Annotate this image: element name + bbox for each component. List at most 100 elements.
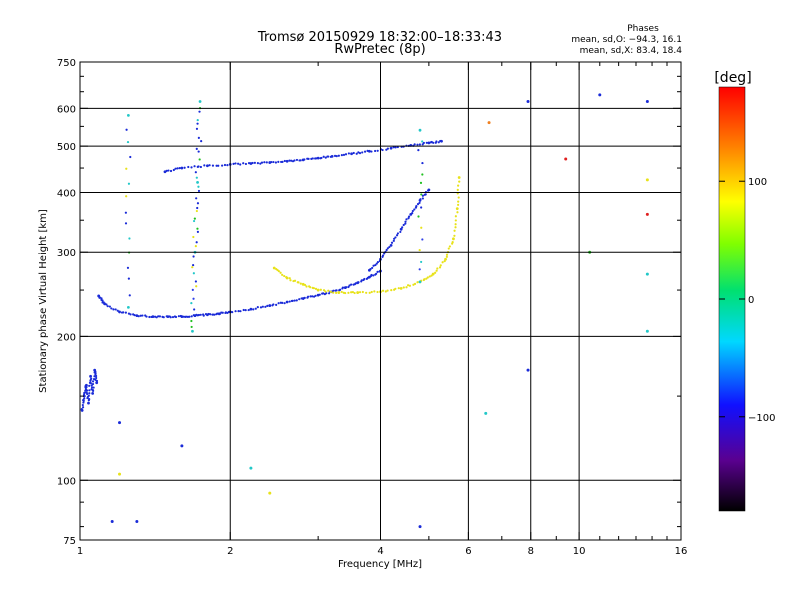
- low-F-trace-point: [209, 313, 212, 316]
- y-tick-label: 200: [57, 332, 76, 343]
- x-tick-label: 1: [77, 546, 83, 557]
- X-trace-point: [351, 290, 355, 294]
- chart-title: Tromsø 20150929 18:32:00–18:33:43: [257, 30, 502, 45]
- F2-O-rise-point: [385, 248, 388, 252]
- low-F-trace-point: [237, 309, 240, 313]
- isolated-point: [526, 368, 530, 372]
- upper-O-trace-point: [234, 162, 237, 165]
- low-F-trace-point: [314, 294, 317, 297]
- low-echo-cluster-point: [95, 374, 98, 378]
- X-trace-point: [386, 289, 389, 292]
- X-trace-point: [457, 176, 461, 179]
- upper-O-trace-point: [226, 164, 229, 167]
- upper-O-trace-point: [259, 162, 262, 165]
- low-F-trace-point: [133, 314, 136, 317]
- X-trace-point: [406, 284, 410, 287]
- low-echo-cluster-point: [87, 401, 90, 405]
- F2-O-rise-point: [421, 194, 425, 197]
- upper-O-trace-point: [295, 158, 299, 162]
- low-F-trace-point: [151, 315, 155, 319]
- low-echo-cluster-point: [90, 386, 94, 389]
- spread-1.7MHz-point: [191, 329, 194, 333]
- low-F-trace-point: [197, 313, 201, 317]
- upper-O-trace-point: [422, 141, 425, 145]
- isolated-point: [118, 472, 122, 476]
- F2-O-rise-point: [371, 266, 374, 270]
- upper-O-trace-point: [293, 159, 296, 162]
- spread-1.7MHz-point: [190, 325, 193, 329]
- low-F-trace-point: [261, 305, 264, 308]
- spread-4.8MHz-point: [420, 193, 423, 196]
- X-trace-point: [285, 276, 289, 280]
- F2-O-rise-point: [394, 236, 397, 239]
- X-trace-point: [316, 288, 320, 292]
- isolated-point: [135, 519, 139, 523]
- low-F-trace-point: [137, 315, 140, 318]
- X-trace-point: [444, 257, 447, 261]
- low-echo-cluster-point: [91, 391, 95, 395]
- phases-o-stats: mean, sd,O: −94.3, 16.1: [571, 35, 682, 45]
- low-F-trace-point: [350, 283, 353, 286]
- low-echo-cluster-point: [92, 386, 95, 389]
- X-trace-point: [457, 203, 460, 206]
- low-F-trace-point: [127, 312, 131, 315]
- spread-1.7MHz-point: [192, 235, 195, 239]
- F2-O-rise-point: [407, 215, 411, 218]
- low-F-trace-point: [327, 292, 331, 295]
- upper-O-trace-point: [355, 152, 358, 155]
- low-F-trace-point: [166, 315, 170, 319]
- X-trace-point: [457, 196, 460, 199]
- upper-O-trace-point: [180, 166, 184, 170]
- spread-1.7MHz-point: [190, 302, 193, 305]
- spread-1.7MHz-point: [196, 180, 199, 184]
- X-trace-point: [408, 284, 412, 287]
- low-F-trace-point: [254, 307, 257, 310]
- X-trace-point: [384, 290, 387, 293]
- F2-O-rise-point: [421, 197, 424, 200]
- low-echo-cluster-point: [91, 382, 95, 386]
- spread-1.25MHz-point: [129, 155, 132, 159]
- spread-1.7MHz-point: [193, 217, 196, 220]
- upper-O-trace-point: [169, 169, 173, 173]
- spread-4.8MHz-point: [421, 173, 424, 176]
- low-F-trace-point: [105, 303, 108, 306]
- low-F-trace-point: [213, 313, 216, 316]
- upper-O-trace-point: [183, 166, 186, 169]
- spread-4.8MHz-point: [417, 215, 420, 218]
- spread-1.25MHz-point: [126, 305, 130, 309]
- low-echo-cluster-point: [82, 393, 86, 396]
- low-F-trace-point: [309, 295, 312, 298]
- upper-O-trace-point: [358, 151, 362, 155]
- low-F-trace-point: [103, 302, 106, 306]
- upper-O-trace-point: [283, 159, 286, 163]
- low-echo-cluster-point: [80, 407, 83, 411]
- spread-4.8MHz-point: [420, 206, 423, 209]
- x-tick-label: 4: [377, 546, 383, 557]
- low-F-trace-point: [318, 293, 321, 296]
- low-F-trace-point: [157, 315, 160, 318]
- X-trace-point: [457, 184, 460, 187]
- upper-O-trace-point: [330, 154, 334, 158]
- low-F-trace-point: [162, 316, 165, 319]
- low-echo-cluster-point: [85, 386, 88, 389]
- y-tick-label: 300: [57, 248, 76, 259]
- colorbar-tick-label: −100: [748, 413, 775, 424]
- X-trace-point: [441, 261, 444, 264]
- X-trace-point: [453, 229, 456, 232]
- upper-O-trace-point: [215, 164, 218, 167]
- low-F-trace-point: [256, 306, 259, 309]
- X-trace-point: [281, 273, 284, 276]
- X-trace-point: [430, 274, 433, 277]
- spread-4.8MHz-point: [421, 161, 424, 165]
- upper-O-trace-point: [418, 143, 421, 146]
- spread-1.7MHz-point: [192, 263, 195, 267]
- low-F-trace-point: [268, 304, 272, 307]
- low-F-trace-point: [182, 315, 185, 318]
- spread-4.8MHz-point: [420, 260, 423, 264]
- phases-heading: Phases: [627, 24, 659, 34]
- isolated-point: [110, 519, 114, 523]
- F2-O-rise-point: [402, 223, 405, 227]
- X-trace-point: [381, 289, 385, 292]
- spread-1.7MHz-point: [192, 255, 195, 258]
- spread-1.7MHz-point: [193, 314, 196, 318]
